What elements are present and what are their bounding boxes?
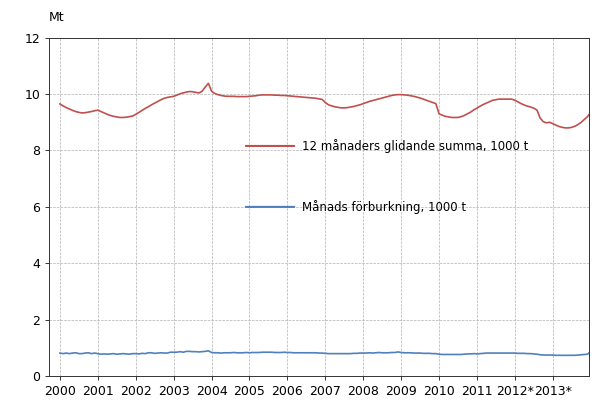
Text: Månads förburkning, 1000 t: Månads förburkning, 1000 t [302, 200, 467, 214]
Text: 12 månaders glidande summa, 1000 t: 12 månaders glidande summa, 1000 t [302, 139, 529, 153]
Text: Mt: Mt [49, 11, 64, 24]
